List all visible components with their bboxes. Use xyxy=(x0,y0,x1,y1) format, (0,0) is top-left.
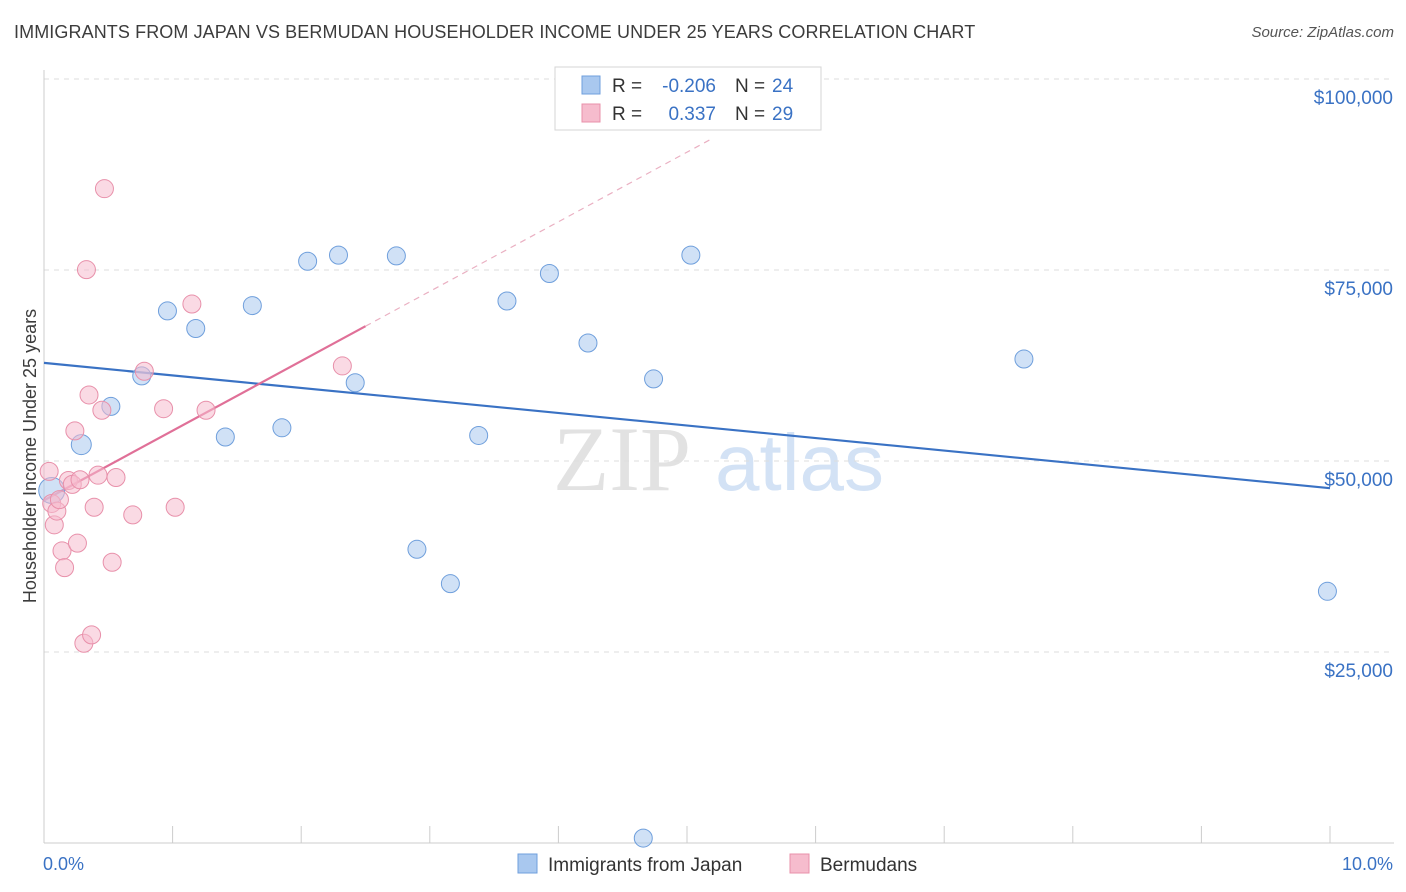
legend-r-value-japan: -0.206 xyxy=(662,76,716,97)
bottom-legend-label-japan: Immigrants from Japan xyxy=(548,855,742,876)
x-tick-label-max: 10.0% xyxy=(1342,854,1393,874)
point-bermudans-9 xyxy=(66,422,84,440)
legend-n-value-bermudans: 29 xyxy=(772,104,793,125)
point-bermudans-23 xyxy=(135,362,153,380)
bottom-legend-label-bermudans: Bermudans xyxy=(820,855,917,876)
trend-extension-1 xyxy=(366,138,713,326)
point-japan-19 xyxy=(634,829,652,847)
point-bermudans-19 xyxy=(95,180,113,198)
point-bermudans-22 xyxy=(124,506,142,524)
legend-r-label-japan: R = xyxy=(612,76,642,97)
legend-swatch-bermudans xyxy=(582,104,600,122)
legend-swatch-japan xyxy=(582,76,600,94)
point-japan-17 xyxy=(540,264,558,282)
point-japan-15 xyxy=(470,426,488,444)
point-bermudans-18 xyxy=(93,401,111,419)
y-tick-label-1: $75,000 xyxy=(1324,279,1393,300)
point-bermudans-27 xyxy=(197,401,215,419)
point-japan-11 xyxy=(346,374,364,392)
point-bermudans-6 xyxy=(56,559,74,577)
point-japan-18 xyxy=(579,334,597,352)
point-japan-4 xyxy=(158,302,176,320)
point-bermudans-11 xyxy=(71,471,89,489)
point-bermudans-20 xyxy=(103,553,121,571)
point-japan-8 xyxy=(273,419,291,437)
point-japan-12 xyxy=(387,247,405,265)
point-bermudans-0 xyxy=(40,462,58,480)
point-bermudans-21 xyxy=(107,468,125,486)
chart: ZIP atlas $100,000$75,000$50,000$25,000 … xyxy=(0,0,1406,892)
bottom-legend-swatch-japan xyxy=(518,854,537,873)
point-japan-23 xyxy=(1318,582,1336,600)
point-bermudans-16 xyxy=(85,498,103,516)
point-bermudans-15 xyxy=(83,626,101,644)
point-bermudans-13 xyxy=(77,261,95,279)
y-tick-label-3: $25,000 xyxy=(1324,661,1393,682)
point-japan-6 xyxy=(216,428,234,446)
point-bermudans-17 xyxy=(89,466,107,484)
point-bermudans-28 xyxy=(333,357,351,375)
point-japan-21 xyxy=(682,246,700,264)
point-bermudans-4 xyxy=(50,491,68,509)
point-japan-9 xyxy=(299,252,317,270)
legend-n-label-bermudans: N = xyxy=(735,104,765,125)
x-tick-label-min: 0.0% xyxy=(43,854,84,874)
point-bermudans-10 xyxy=(68,534,86,552)
y-tick-label-0: $100,000 xyxy=(1314,88,1393,109)
grid xyxy=(44,79,1394,652)
stats-legend: R = -0.206 N = 24 R = 0.337 N = 29 xyxy=(555,67,821,130)
point-japan-16 xyxy=(498,292,516,310)
legend-r-value-bermudans: 0.337 xyxy=(668,104,716,125)
bottom-legend-swatch-bermudans xyxy=(790,854,809,873)
data-points xyxy=(39,180,1337,847)
point-bermudans-24 xyxy=(155,400,173,418)
legend-n-value-japan: 24 xyxy=(772,76,794,97)
point-japan-5 xyxy=(187,319,205,337)
legend-r-label-bermudans: R = xyxy=(612,104,642,125)
point-bermudans-26 xyxy=(183,295,201,313)
y-axis-label: Householder Income Under 25 years xyxy=(20,309,40,603)
y-tick-label-2: $50,000 xyxy=(1324,470,1393,491)
point-japan-22 xyxy=(1015,350,1033,368)
point-bermudans-14 xyxy=(80,386,98,404)
point-japan-10 xyxy=(329,246,347,264)
point-bermudans-25 xyxy=(166,498,184,516)
series-legend: Immigrants from Japan Bermudans xyxy=(518,854,917,876)
x-ticks xyxy=(44,826,1330,843)
point-japan-14 xyxy=(441,575,459,593)
legend-n-label-japan: N = xyxy=(735,76,765,97)
point-japan-13 xyxy=(408,540,426,558)
point-japan-20 xyxy=(645,370,663,388)
point-japan-7 xyxy=(243,297,261,315)
